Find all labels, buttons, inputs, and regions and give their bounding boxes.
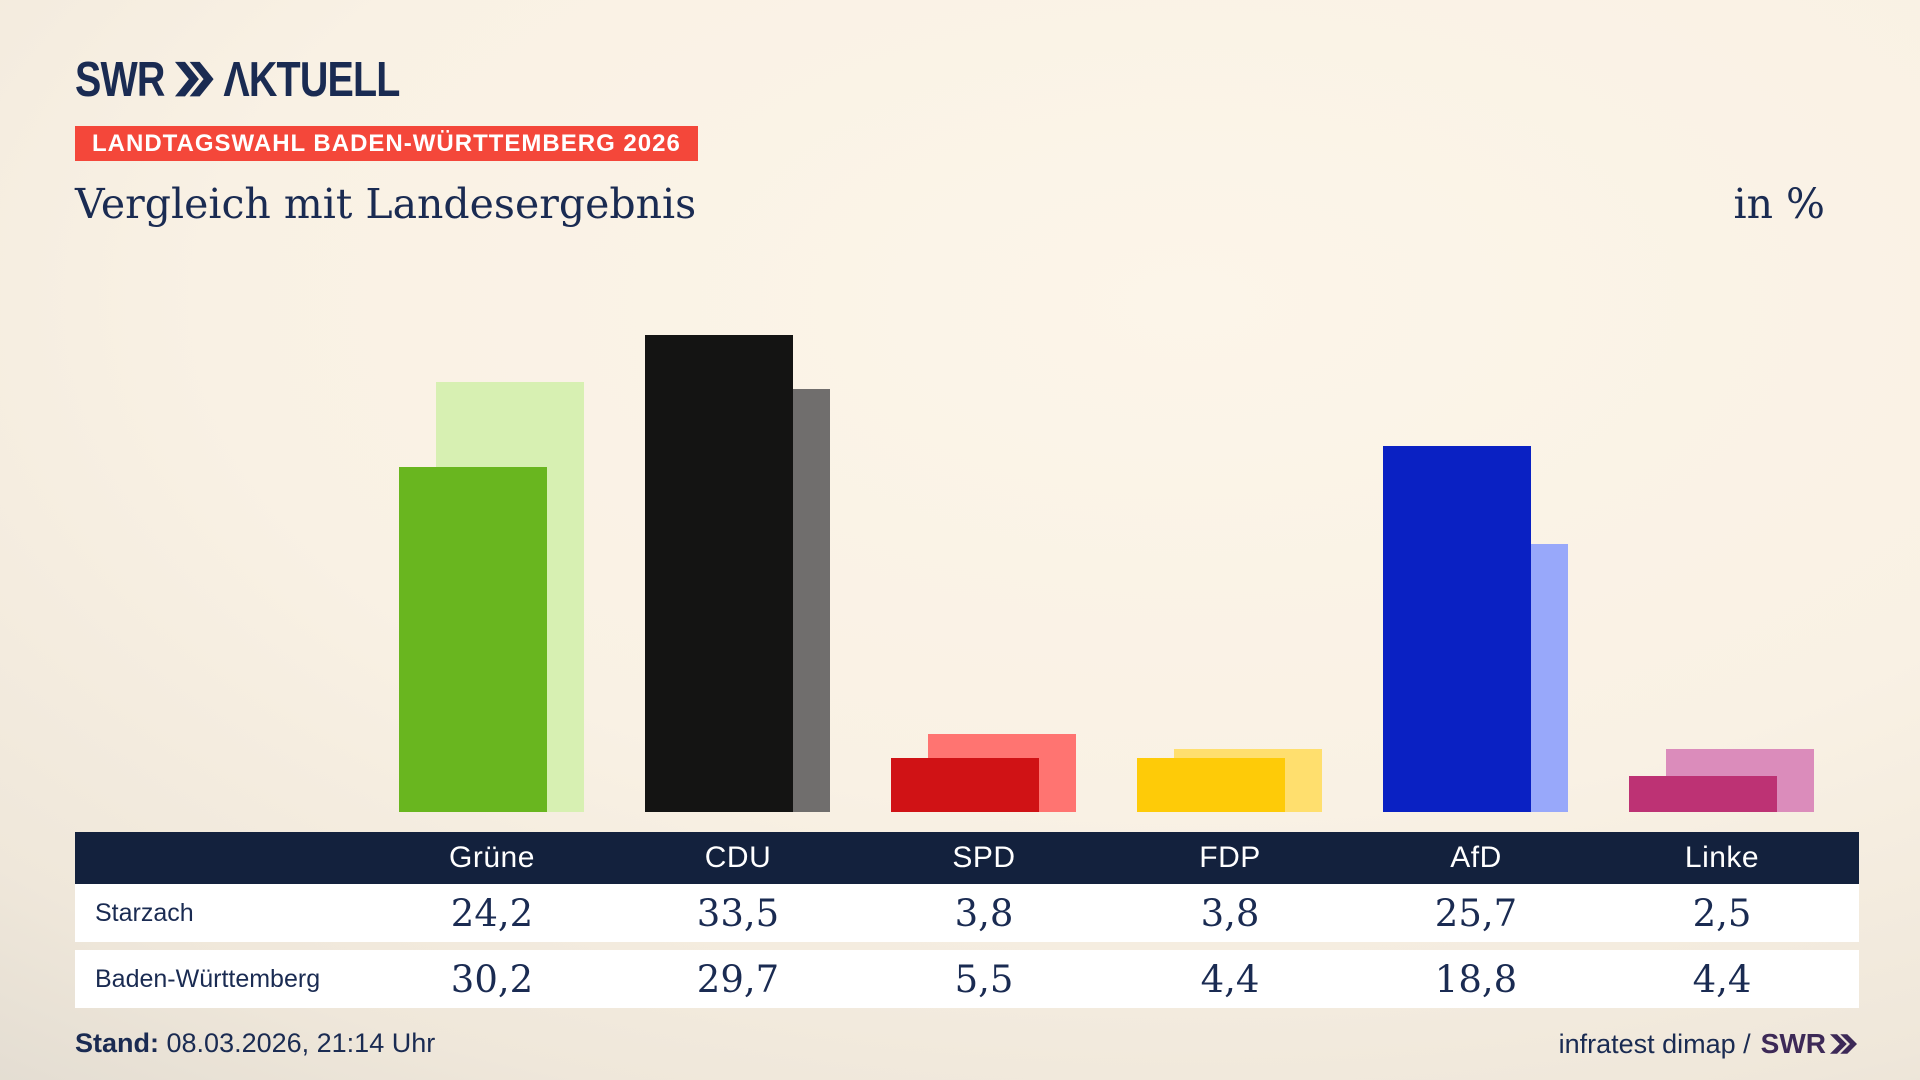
value-linke: 4,4	[1692, 957, 1752, 1001]
bar-gruene-starzach	[399, 467, 547, 812]
bar-afd-starzach	[1383, 446, 1531, 812]
table-header-linke: Linke	[1684, 841, 1760, 874]
election-badge: LANDTAGSWAHL BADEN-WÜRTTEMBERG 2026	[75, 126, 698, 161]
value-cdu: 33,5	[696, 891, 780, 935]
value-spd: 3,8	[954, 891, 1014, 935]
table-header-spd: SPD	[952, 841, 1016, 874]
timestamp: Stand: 08.03.2026, 21:14 Uhr	[75, 1028, 435, 1059]
table-header-afd: AfD	[1450, 841, 1502, 874]
value-fdp: 3,8	[1200, 891, 1260, 935]
value-spd: 5,5	[954, 957, 1014, 1001]
chart-title: Vergleich mit Landesergebnis	[75, 180, 697, 228]
table-header-fdp: FDP	[1199, 841, 1261, 874]
table-body: Starzach 24,2 33,5 3,8 3,8 25,7 2,5 Baden-Württ…	[75, 884, 1859, 1008]
bar-fdp-starzach	[1137, 758, 1285, 812]
value-afd: 25,7	[1434, 891, 1518, 935]
source-text: infratest dimap /	[1558, 1028, 1751, 1059]
stand-label: Stand:	[75, 1028, 159, 1058]
value-gruene: 24,2	[450, 891, 534, 935]
stand-value: 08.03.2026, 21:14 Uhr	[166, 1028, 436, 1058]
swr-logo-text: SWR	[75, 51, 165, 107]
double-chevron-icon	[174, 61, 214, 96]
swr-source-brand: SWR	[1761, 1028, 1857, 1060]
swr-aktuell-logo: SWR ΛKTUELL	[75, 50, 400, 107]
unit-label: in %	[1733, 180, 1825, 228]
bar-cdu-starzach	[645, 335, 793, 812]
results-table: Grüne CDU SPD FDP AfD Linke Starzach 24,2 33,5 3…	[75, 832, 1859, 1008]
double-chevron-icon	[1830, 1034, 1857, 1054]
table-header-gruene: Grüne	[449, 841, 535, 874]
row-label: Baden-Württemberg	[95, 964, 321, 993]
table-row-starzach: Starzach 24,2 33,5 3,8 3,8 25,7 2,5	[75, 884, 1859, 942]
table-row-baden-wuerttemberg: Baden-Württemberg 30,2 29,7 5,5 4,4 18,8 4,4	[75, 950, 1859, 1008]
aktuell-logo-text: ΛKTUELL	[223, 51, 400, 107]
table-header-cdu: CDU	[704, 841, 772, 874]
row-label: Starzach	[95, 898, 194, 927]
swr-source-text: SWR	[1760, 1028, 1826, 1059]
value-gruene: 30,2	[450, 957, 534, 1001]
value-linke: 2,5	[1692, 891, 1752, 935]
bar-spd-starzach	[891, 758, 1039, 812]
value-cdu: 29,7	[696, 957, 780, 1001]
value-fdp: 4,4	[1200, 957, 1260, 1001]
value-afd: 18,8	[1434, 957, 1518, 1001]
source-credit: infratest dimap / SWR	[1559, 1028, 1857, 1060]
table-header-row: Grüne CDU SPD FDP AfD Linke	[75, 832, 1859, 884]
bar-linke-starzach	[1629, 776, 1777, 812]
